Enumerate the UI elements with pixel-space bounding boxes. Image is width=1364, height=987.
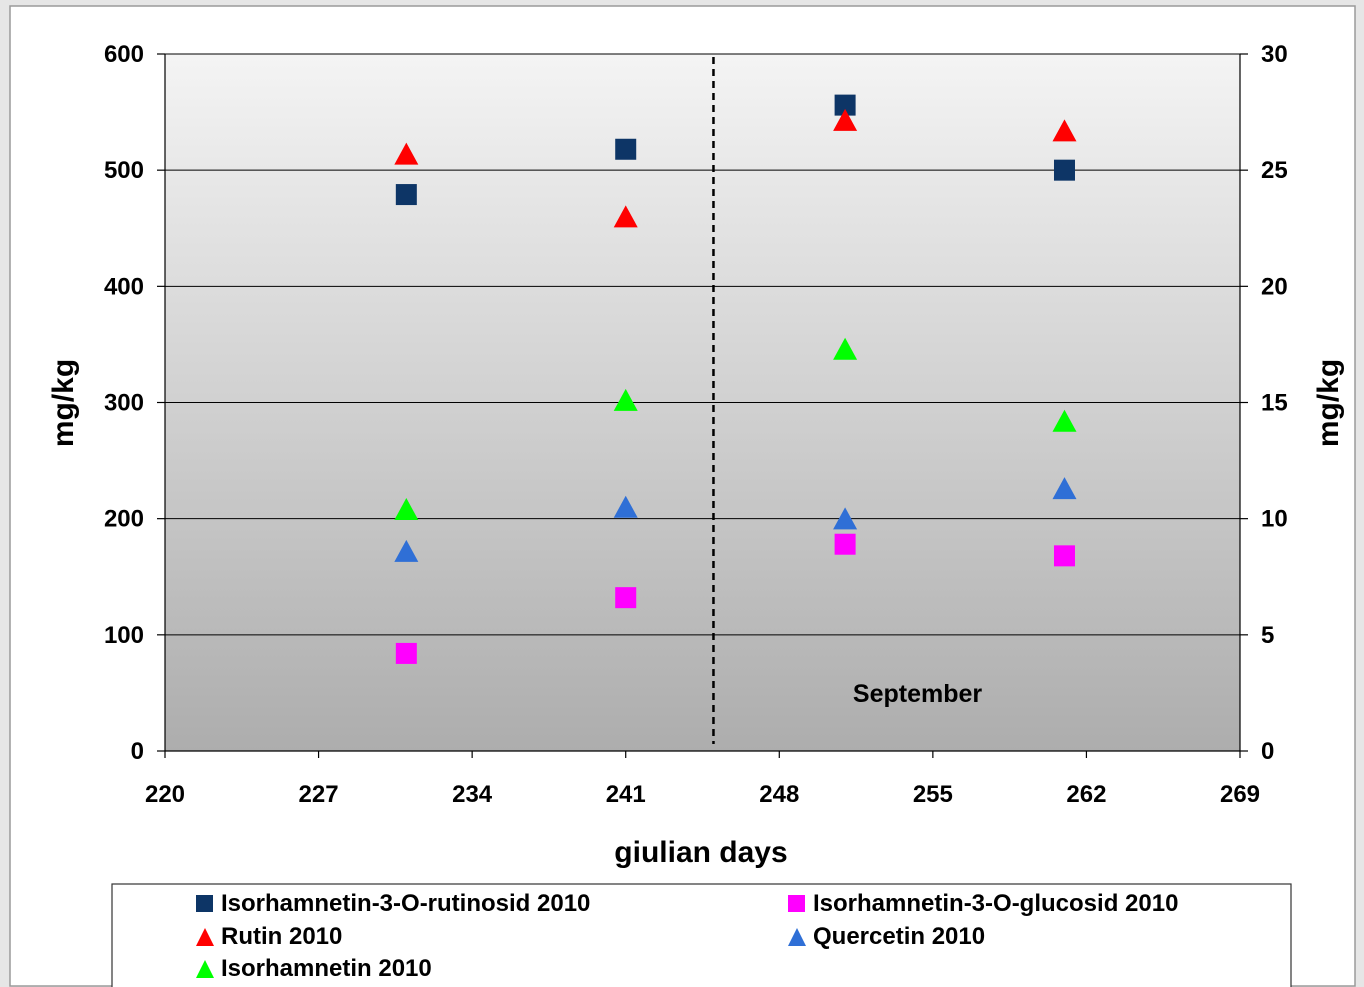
point-isorhamnetin-3-o-rutinosid-2010-3: [1053, 159, 1075, 181]
x-tick-label-234: 234: [452, 781, 493, 808]
y-left-tick-label-400: 400: [104, 273, 144, 300]
point-isorhamnetin-2010-3: [1052, 409, 1077, 432]
point-isorhamnetin-3-o-glucosid-2010-2: [834, 533, 856, 555]
x-tick-label-262: 262: [1066, 781, 1106, 808]
point-isorhamnetin-3-o-glucosid-2010-3: [1053, 545, 1075, 567]
point-isorhamnetin-3-o-rutinosid-2010-2: [834, 94, 856, 116]
point-quercetin-2010-1: [613, 495, 638, 518]
y-right-tick-label-0: 0: [1261, 738, 1274, 765]
point-isorhamnetin-3-o-rutinosid-2010-0: [395, 184, 417, 206]
data-points: [394, 94, 1077, 664]
point-isorhamnetin-2010-2: [833, 337, 858, 360]
legend-label-isorhamnetin: Isorhamnetin 2010: [221, 955, 432, 982]
y-axis-left-title: mg/kg: [47, 359, 80, 447]
y-right-tick-label-5: 5: [1261, 622, 1274, 649]
point-rutin-2010-0: [394, 142, 419, 165]
y-right-tick-label-25: 25: [1261, 157, 1288, 184]
point-isorhamnetin-2010-1: [613, 388, 638, 411]
legend-label-quercetin: Quercetin 2010: [813, 923, 985, 950]
x-tick-label-269: 269: [1220, 781, 1260, 808]
point-isorhamnetin-3-o-glucosid-2010-0: [395, 642, 417, 664]
y-left-tick-label-500: 500: [104, 157, 144, 184]
legend-box: [111, 883, 1292, 987]
legend-label-isorhamnetin-3-o-glucosid: Isorhamnetin-3-O-glucosid 2010: [813, 890, 1178, 917]
x-tick-label-255: 255: [913, 781, 953, 808]
x-tick-label-241: 241: [606, 781, 646, 808]
legend-marker-isorhamnetin: [196, 960, 214, 978]
legend-marker-quercetin: [788, 928, 806, 946]
point-isorhamnetin-3-o-rutinosid-2010-1: [615, 138, 637, 160]
y-right-tick-label-20: 20: [1261, 273, 1288, 300]
y-left-tick-label-100: 100: [104, 622, 144, 649]
point-isorhamnetin-2010-0: [394, 498, 419, 521]
y-left-tick-label-300: 300: [104, 390, 144, 417]
annotation-september: September: [853, 680, 982, 708]
legend-marker-isorhamnetin-3-o-rutinosid: [196, 895, 213, 912]
point-quercetin-2010-2: [833, 507, 858, 530]
point-quercetin-2010-3: [1052, 477, 1077, 500]
y-left-tick-label-600: 600: [104, 41, 144, 68]
legend: Isorhamnetin-3-O-rutinosid 2010 Isorhamn…: [111, 883, 1292, 987]
axes: 0 100 200 300 400 500 600 0 5 10 15 20 25 30 220 227 234…: [104, 41, 1288, 808]
y-axis-right-title: mg/kg: [1312, 359, 1345, 447]
y-right-tick-label-30: 30: [1261, 41, 1288, 68]
legend-label-rutin: Rutin 2010: [221, 923, 342, 950]
legend-label-isorhamnetin-3-o-rutinosid: Isorhamnetin-3-O-rutinosid 2010: [221, 890, 590, 917]
y-left-tick-label-200: 200: [104, 506, 144, 533]
legend-marker-rutin: [196, 928, 214, 946]
x-axis-title: giulian days: [614, 836, 787, 869]
point-rutin-2010-2: [833, 108, 858, 131]
point-rutin-2010-3: [1052, 119, 1077, 142]
legend-marker-isorhamnetin-3-o-glucosid: [788, 895, 805, 912]
y-right-tick-label-15: 15: [1261, 390, 1288, 417]
x-tick-label-227: 227: [299, 781, 339, 808]
point-rutin-2010-1: [613, 205, 638, 228]
x-tick-label-248: 248: [759, 781, 799, 808]
point-quercetin-2010-0: [394, 539, 419, 562]
y-right-tick-label-10: 10: [1261, 506, 1288, 533]
x-tick-label-220: 220: [145, 781, 185, 808]
y-left-tick-label-0: 0: [131, 738, 144, 765]
point-isorhamnetin-3-o-glucosid-2010-1: [615, 587, 637, 609]
